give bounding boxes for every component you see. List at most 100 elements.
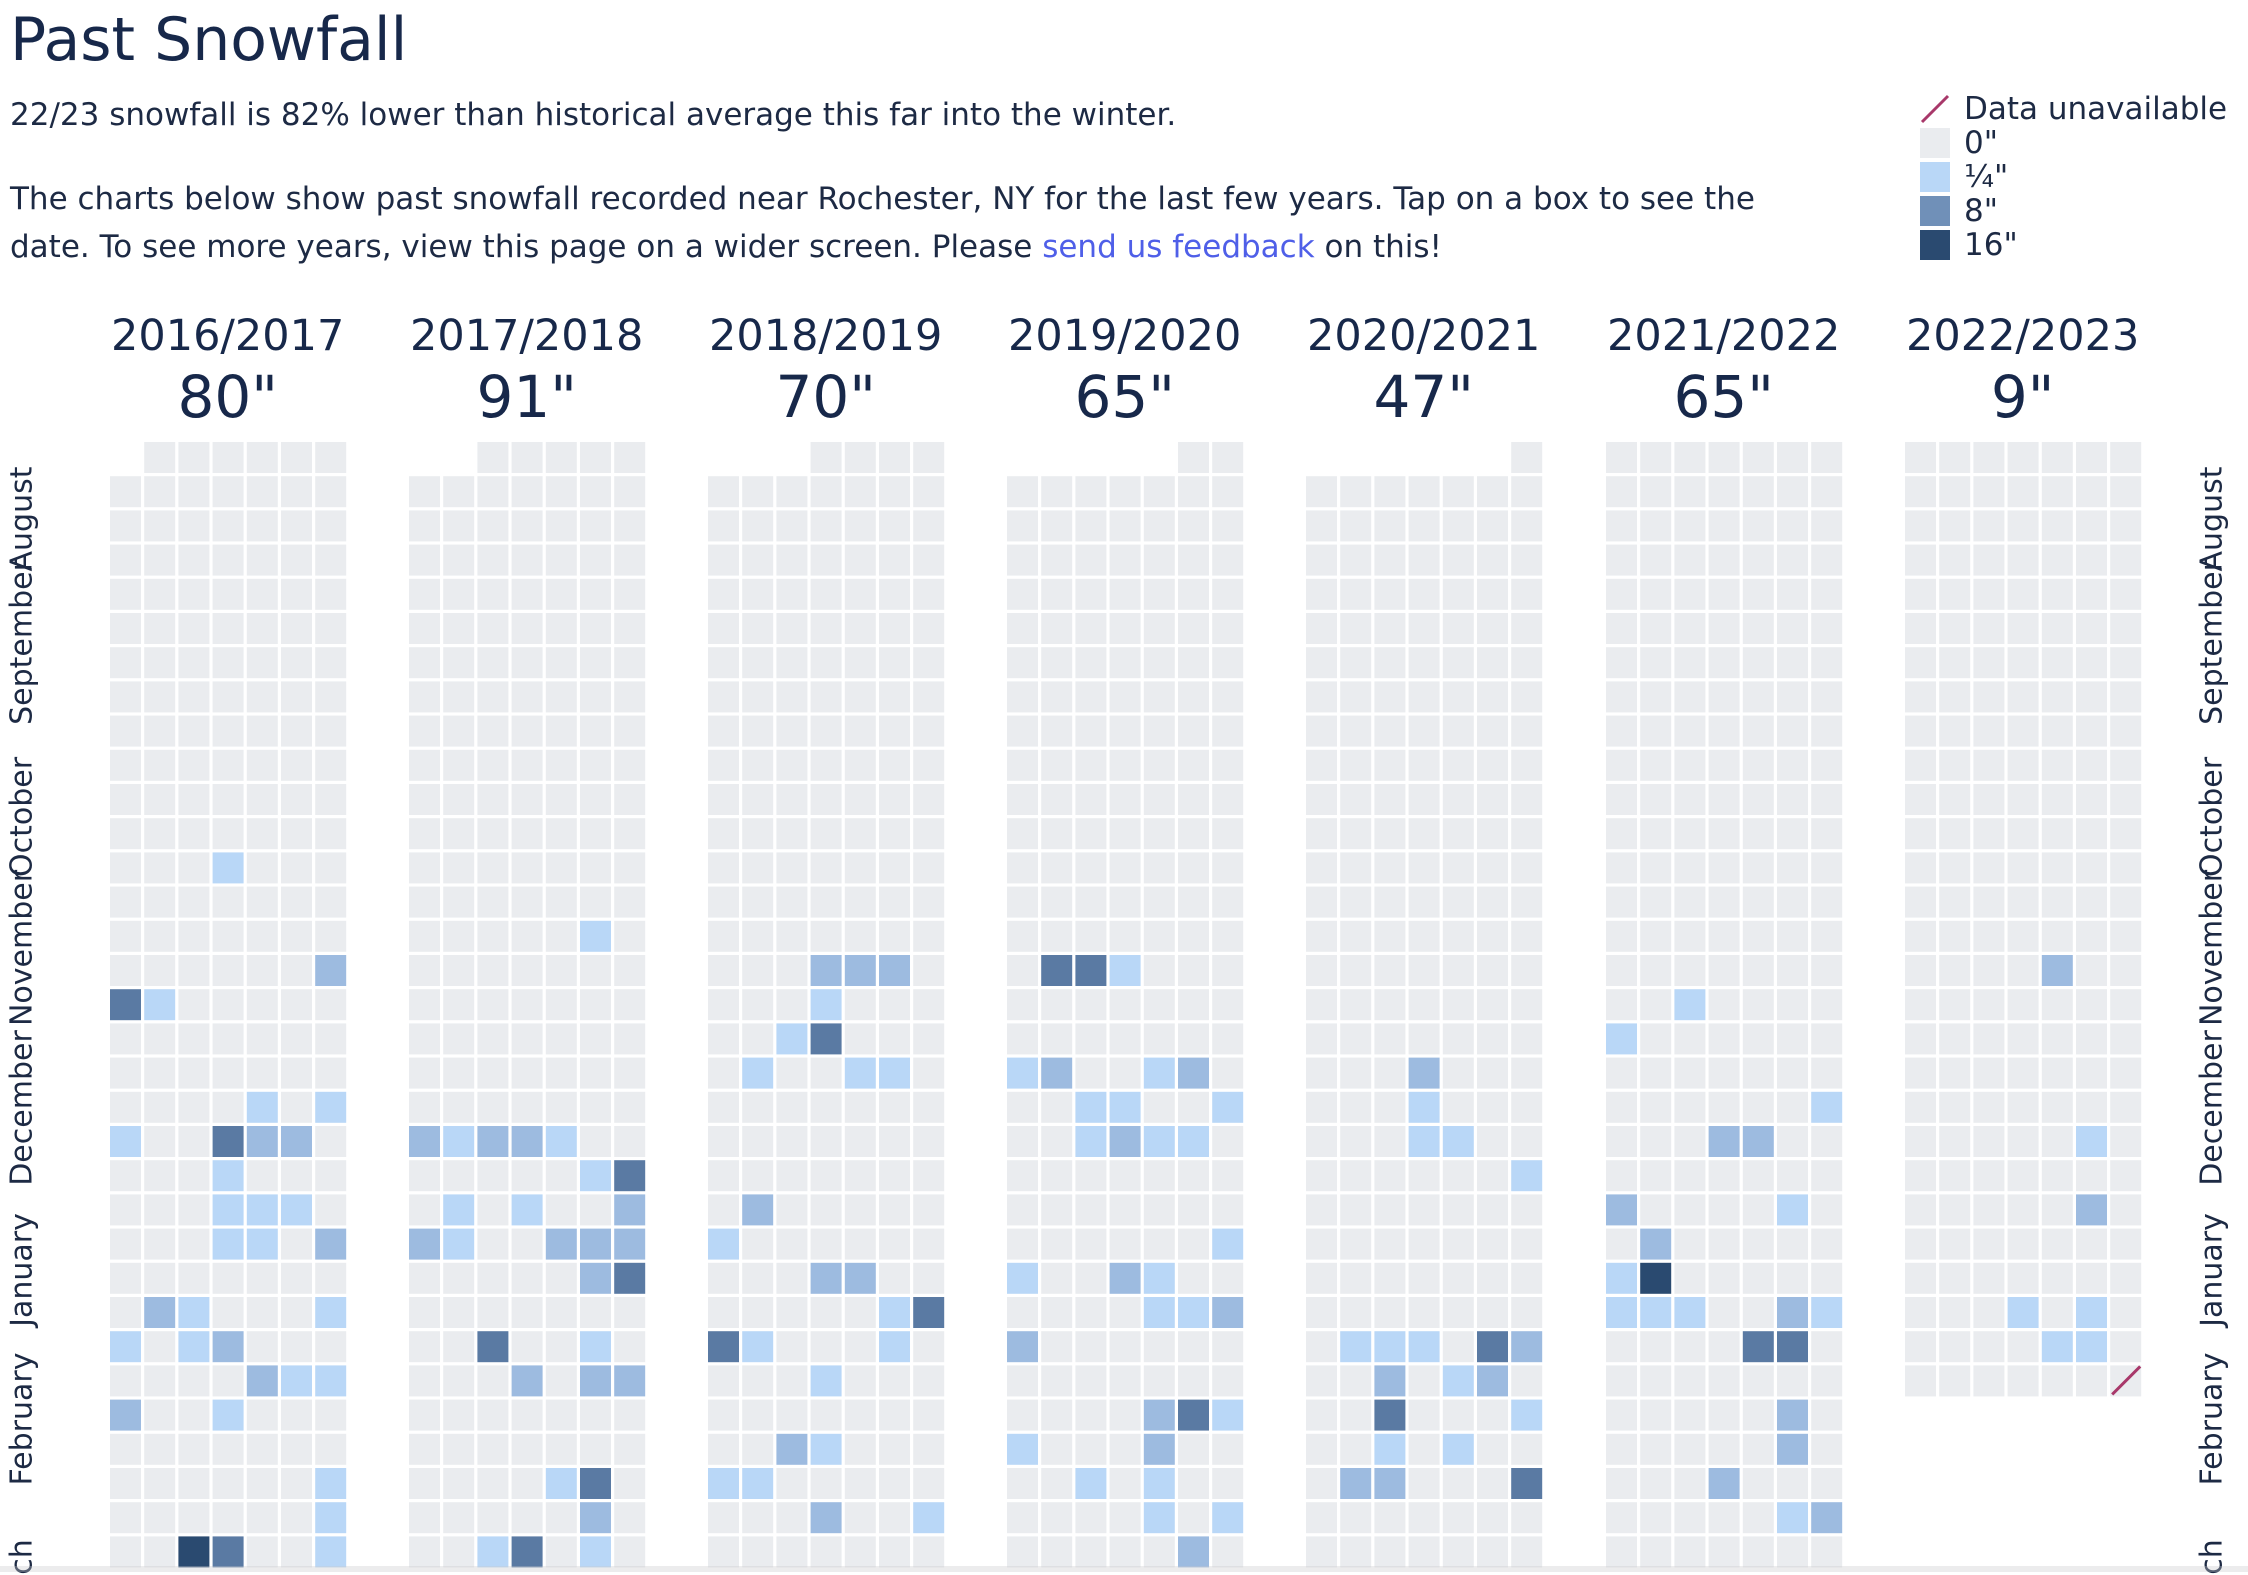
- day-cell[interactable]: [1939, 442, 1971, 473]
- day-cell[interactable]: [1905, 681, 1936, 713]
- day-cell[interactable]: [1340, 578, 1372, 610]
- day-cell[interactable]: [2110, 442, 2142, 473]
- day-cell[interactable]: [1041, 1502, 1073, 1534]
- day-cell[interactable]: [1306, 1468, 1337, 1499]
- day-cell[interactable]: [776, 920, 808, 952]
- day-cell[interactable]: [545, 852, 577, 884]
- day-cell[interactable]: [2041, 1194, 2073, 1226]
- day-cell[interactable]: [178, 784, 210, 815]
- day-cell[interactable]: [212, 1057, 244, 1089]
- snow-day-cell[interactable]: [144, 1297, 176, 1328]
- day-cell[interactable]: [545, 886, 577, 918]
- day-cell[interactable]: [443, 613, 475, 644]
- day-cell[interactable]: [1742, 852, 1774, 884]
- day-cell[interactable]: [144, 818, 176, 850]
- day-cell[interactable]: [776, 1399, 808, 1431]
- day-cell[interactable]: [1007, 1365, 1038, 1397]
- snow-day-cell[interactable]: [913, 1502, 945, 1534]
- day-cell[interactable]: [1640, 818, 1672, 850]
- day-cell[interactable]: [1674, 1433, 1706, 1465]
- day-cell[interactable]: [443, 1468, 475, 1499]
- day-cell[interactable]: [477, 1262, 509, 1294]
- day-cell[interactable]: [1442, 613, 1474, 644]
- day-cell[interactable]: [580, 578, 611, 610]
- day-cell[interactable]: [2041, 510, 2073, 542]
- day-cell[interactable]: [1606, 1331, 1637, 1363]
- day-cell[interactable]: [409, 1262, 440, 1294]
- day-cell[interactable]: [844, 510, 876, 542]
- day-cell[interactable]: [1477, 818, 1508, 850]
- day-cell[interactable]: [1306, 1194, 1337, 1226]
- day-cell[interactable]: [545, 989, 577, 1021]
- day-cell[interactable]: [1811, 852, 1843, 884]
- day-cell[interactable]: [1905, 1365, 1936, 1397]
- day-cell[interactable]: [1606, 749, 1637, 781]
- day-cell[interactable]: [315, 476, 347, 508]
- day-cell[interactable]: [1811, 1331, 1843, 1363]
- day-cell[interactable]: [810, 681, 842, 713]
- day-cell[interactable]: [844, 613, 876, 644]
- day-cell[interactable]: [1075, 1536, 1107, 1568]
- day-cell[interactable]: [1477, 1433, 1508, 1465]
- day-cell[interactable]: [2007, 510, 2039, 542]
- day-cell[interactable]: [2007, 920, 2039, 952]
- snow-day-cell[interactable]: [1075, 1126, 1107, 1157]
- day-cell[interactable]: [1905, 578, 1936, 610]
- day-cell[interactable]: [1007, 681, 1038, 713]
- day-cell[interactable]: [1442, 1091, 1474, 1123]
- day-cell[interactable]: [1212, 578, 1244, 610]
- day-cell[interactable]: [1742, 749, 1774, 781]
- day-cell[interactable]: [2007, 749, 2039, 781]
- day-cell[interactable]: [409, 1502, 440, 1534]
- day-cell[interactable]: [1511, 681, 1543, 713]
- day-cell[interactable]: [2076, 1365, 2107, 1397]
- day-cell[interactable]: [879, 476, 910, 508]
- day-cell[interactable]: [1640, 1331, 1672, 1363]
- day-cell[interactable]: [742, 1399, 774, 1431]
- day-cell[interactable]: [1905, 647, 1936, 679]
- day-cell[interactable]: [1742, 1160, 1774, 1192]
- day-cell[interactable]: [1640, 1502, 1672, 1534]
- day-cell[interactable]: [614, 1297, 646, 1328]
- day-cell[interactable]: [2110, 749, 2142, 781]
- day-cell[interactable]: [2076, 818, 2107, 850]
- day-cell[interactable]: [1178, 1091, 1209, 1123]
- day-cell[interactable]: [1708, 852, 1740, 884]
- snow-day-cell[interactable]: [246, 1365, 278, 1397]
- day-cell[interactable]: [1811, 647, 1843, 679]
- day-cell[interactable]: [810, 1331, 842, 1363]
- day-cell[interactable]: [1178, 1023, 1209, 1055]
- day-cell[interactable]: [913, 647, 945, 679]
- day-cell[interactable]: [443, 544, 475, 576]
- day-cell[interactable]: [1075, 510, 1107, 542]
- day-cell[interactable]: [810, 442, 842, 473]
- day-cell[interactable]: [1143, 476, 1175, 508]
- day-cell[interactable]: [477, 886, 509, 918]
- day-cell[interactable]: [580, 613, 611, 644]
- day-cell[interactable]: [110, 1468, 141, 1499]
- snow-day-cell[interactable]: [580, 1468, 611, 1499]
- day-cell[interactable]: [1811, 1160, 1843, 1192]
- day-cell[interactable]: [477, 749, 509, 781]
- day-cell[interactable]: [315, 1126, 347, 1157]
- day-cell[interactable]: [2041, 784, 2073, 815]
- day-cell[interactable]: [776, 544, 808, 576]
- day-cell[interactable]: [742, 1502, 774, 1534]
- day-cell[interactable]: [1212, 1468, 1244, 1499]
- day-cell[interactable]: [281, 1228, 312, 1260]
- day-cell[interactable]: [1477, 544, 1508, 576]
- day-cell[interactable]: [110, 1194, 141, 1226]
- day-cell[interactable]: [708, 852, 739, 884]
- snow-day-cell[interactable]: [1212, 1091, 1244, 1123]
- day-cell[interactable]: [1340, 1365, 1372, 1397]
- day-cell[interactable]: [1306, 544, 1337, 576]
- day-cell[interactable]: [1477, 681, 1508, 713]
- day-cell[interactable]: [1742, 578, 1774, 610]
- day-cell[interactable]: [1041, 1331, 1073, 1363]
- day-cell[interactable]: [1408, 1433, 1440, 1465]
- day-cell[interactable]: [315, 1262, 347, 1294]
- day-cell[interactable]: [614, 784, 646, 815]
- day-cell[interactable]: [545, 1331, 577, 1363]
- day-cell[interactable]: [1374, 1228, 1406, 1260]
- day-cell[interactable]: [614, 1091, 646, 1123]
